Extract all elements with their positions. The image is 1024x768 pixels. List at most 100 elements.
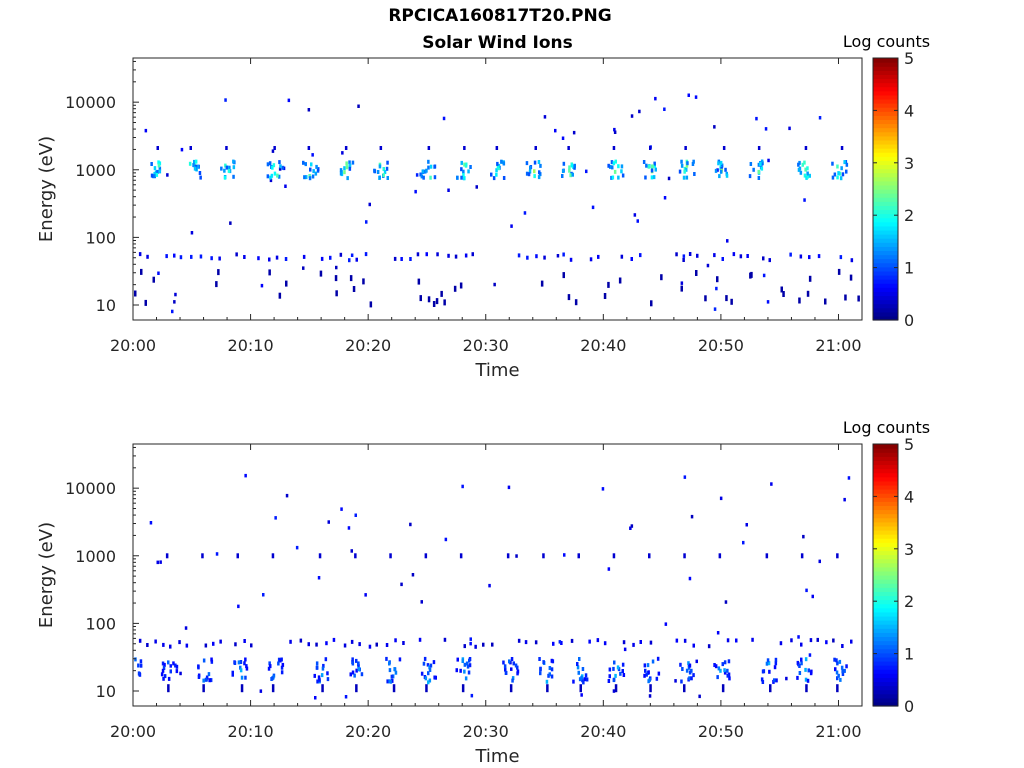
colorbar-segment <box>873 640 898 646</box>
burst-cell <box>433 675 436 680</box>
burst-cell <box>268 661 271 666</box>
upper-cell <box>389 553 392 559</box>
band-cell <box>454 254 458 259</box>
sparse-cell <box>797 635 800 639</box>
low-cell <box>716 276 719 283</box>
burst-cell <box>326 677 330 682</box>
burst-cell <box>463 162 466 167</box>
sparse-cell <box>409 522 412 527</box>
colorbar-segment <box>873 107 898 112</box>
burst-cell <box>718 174 721 179</box>
burst-cell <box>726 668 729 673</box>
burst-cell <box>391 674 395 679</box>
axes-box <box>132 443 863 707</box>
band-cell <box>713 253 716 258</box>
band-cell <box>394 638 397 643</box>
burst-cell <box>617 175 620 180</box>
burst-cell <box>806 171 809 176</box>
burst-cell <box>516 669 520 674</box>
burst-cell <box>169 669 172 674</box>
band-cell <box>682 258 685 262</box>
burst-cell <box>768 669 771 674</box>
band-cell <box>735 638 738 643</box>
burst-cell <box>644 668 647 673</box>
sparse-cell <box>327 520 330 524</box>
burst-cell <box>612 666 615 671</box>
sparse-cell <box>554 128 557 133</box>
upper-cell <box>765 553 769 559</box>
sparse-cell <box>350 253 354 257</box>
burst-cell <box>723 660 727 665</box>
burst-cell <box>280 670 284 675</box>
burst-cell <box>197 664 200 669</box>
burst-cell <box>420 671 424 676</box>
burst-cell <box>424 676 428 681</box>
burst-cell <box>348 160 351 165</box>
burst-cell <box>158 166 162 171</box>
burst-cell <box>804 167 807 172</box>
sparse-cell <box>295 545 299 550</box>
colorbar-segment <box>873 636 898 642</box>
band-cell <box>348 258 351 263</box>
sparse-cell <box>808 653 812 657</box>
burst-cell <box>495 146 499 150</box>
burst-cell <box>266 174 270 179</box>
sparse-cell <box>285 493 289 498</box>
burst-cell <box>456 657 459 662</box>
colorbar-segment <box>873 262 898 268</box>
sparse-cell <box>591 205 595 210</box>
colorbar-segment <box>873 603 898 609</box>
burst-cell <box>568 165 571 170</box>
band-cell <box>436 252 439 257</box>
burst-cell <box>378 164 382 169</box>
burst-cell <box>139 659 143 664</box>
band-cell <box>535 254 538 259</box>
band-cell <box>400 257 403 261</box>
low-cell <box>798 297 801 304</box>
sparse-cell <box>287 98 291 103</box>
band-cell <box>569 257 573 262</box>
burst-cell <box>840 665 844 670</box>
low-cell <box>352 286 356 292</box>
colorbar-segment <box>873 562 898 568</box>
sparse-cell <box>269 178 273 183</box>
band-cell <box>329 255 332 260</box>
burst-cell <box>427 671 430 676</box>
burst-cell <box>428 678 432 683</box>
tail-cell <box>579 684 582 693</box>
tail-cell <box>805 684 808 693</box>
tail-cell <box>321 684 324 693</box>
band-cell <box>850 258 854 263</box>
sparse-cell <box>663 196 667 200</box>
band-cell <box>675 252 678 257</box>
burst-cell <box>831 175 835 180</box>
burst-cell <box>462 169 465 174</box>
sparse-cell <box>159 560 162 564</box>
colorbar-segment <box>873 460 898 466</box>
burst-cell <box>760 159 764 164</box>
burst-cell <box>683 166 687 171</box>
colorbar-segment <box>873 127 898 133</box>
colorbar-segment <box>873 484 898 490</box>
band-cell <box>688 252 692 256</box>
burst-cell <box>567 146 570 150</box>
sparse-cell <box>663 107 666 111</box>
burst-cell <box>280 665 284 670</box>
band-cell <box>817 254 821 259</box>
burst-cell <box>385 656 388 661</box>
sparse-cell <box>184 626 188 630</box>
burst-cell <box>510 657 514 661</box>
colorbar-segment <box>873 274 898 280</box>
plot-area: 20:00 20:10 20:20 20:30 20:40 20:50 21:0010100… <box>36 32 930 381</box>
burst-cell <box>581 678 584 683</box>
burst-cell <box>796 675 799 680</box>
burst-cell <box>223 168 226 173</box>
burst-cell <box>512 661 515 666</box>
sparse-cell <box>629 526 632 530</box>
burst-cell <box>516 665 519 670</box>
band-cell <box>268 257 271 262</box>
burst-cell <box>496 164 500 169</box>
burst-cell <box>315 665 319 670</box>
burst-cell <box>569 173 572 178</box>
colorbar-segment <box>873 238 898 243</box>
